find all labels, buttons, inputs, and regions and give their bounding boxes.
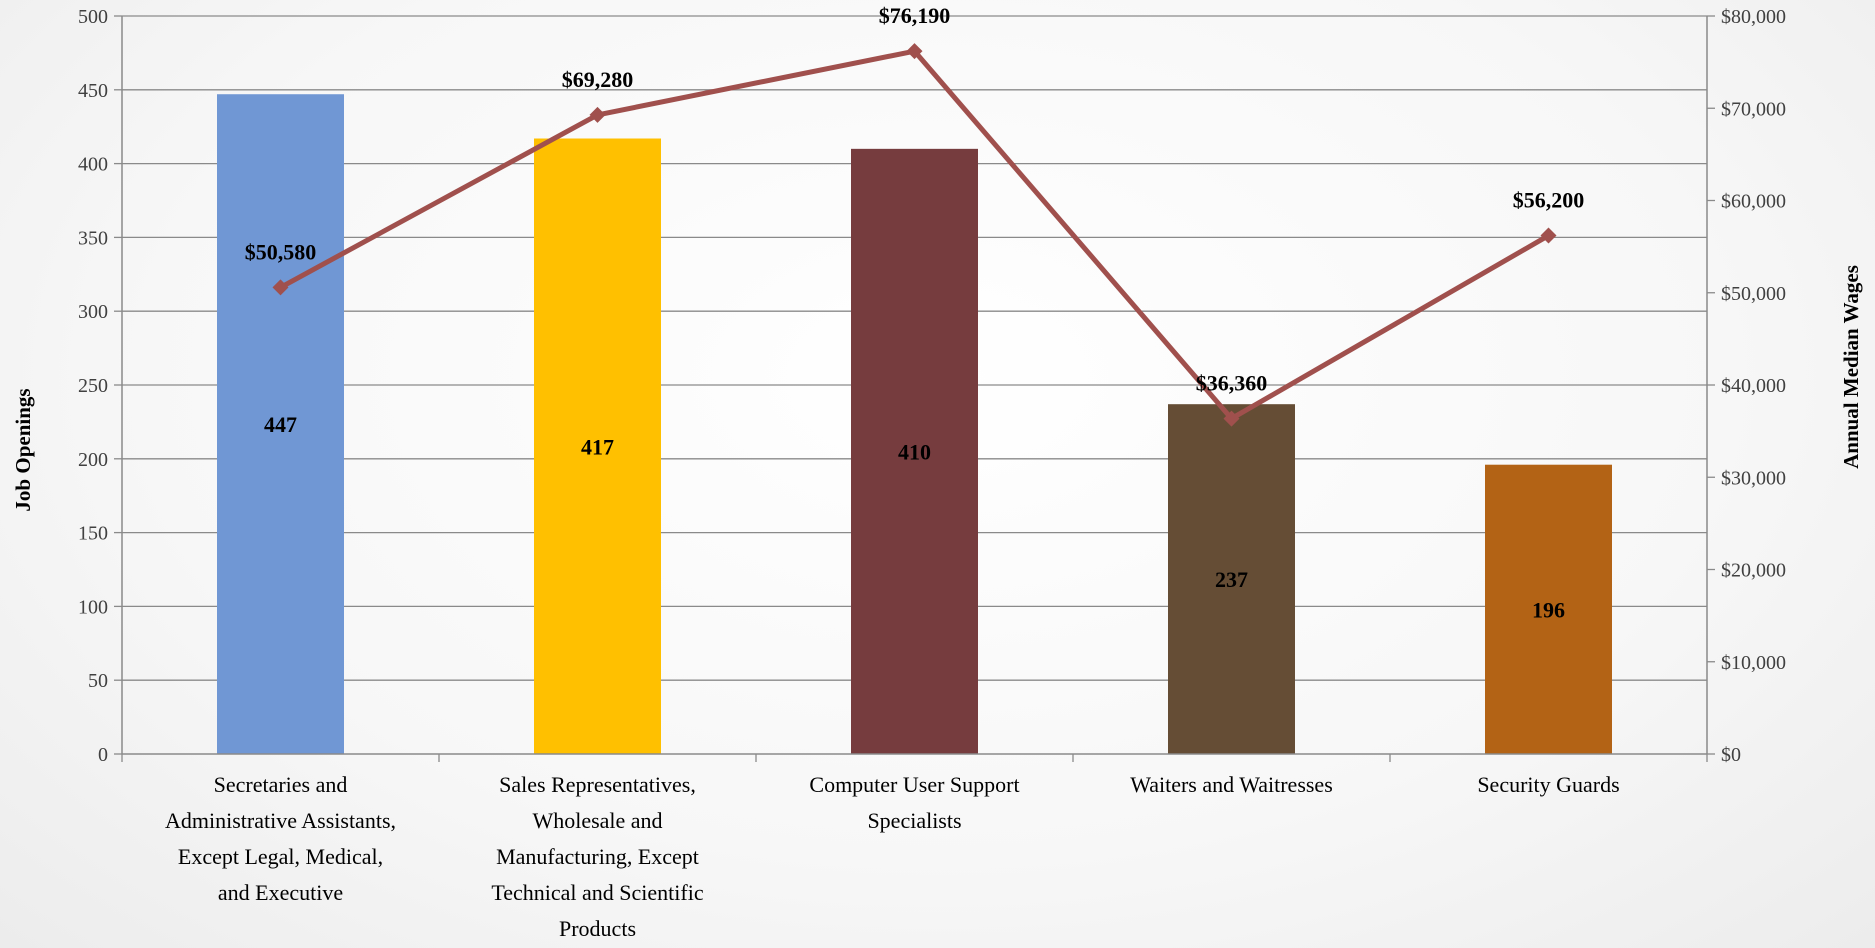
y-tick-label: 400 — [78, 154, 108, 176]
y-tick-label: 500 — [78, 6, 108, 28]
y2-tick-label: $50,000 — [1721, 283, 1786, 305]
wage-point-marker — [1223, 410, 1240, 427]
y2-tick-label: $0 — [1721, 744, 1741, 766]
y-axis-title: Job Openings — [11, 388, 35, 511]
wage-value-label: $69,280 — [562, 67, 634, 92]
y2-tick-label: $40,000 — [1721, 375, 1786, 397]
bar — [1485, 464, 1612, 754]
labels: 447 417 410 237 196 Secretaries and Administra… — [165, 3, 1620, 941]
y2-tick-label: $60,000 — [1721, 191, 1786, 213]
wage-value-label: $50,580 — [245, 239, 317, 264]
y2-tick-label: $70,000 — [1721, 98, 1786, 120]
category-label: Security Guards — [1477, 772, 1619, 797]
y-tick-label: 450 — [78, 80, 108, 102]
y-tick-label: 200 — [78, 449, 108, 471]
y-tick-label: 50 — [88, 670, 108, 692]
y-tick-label: 300 — [78, 301, 108, 323]
bar — [851, 148, 978, 755]
bar — [534, 138, 661, 754]
bar-value-label: 417 — [581, 434, 614, 459]
wage-value-label: $56,200 — [1513, 188, 1585, 213]
y2-tick-label: $10,000 — [1721, 652, 1786, 674]
y-tick-label: 250 — [78, 375, 108, 397]
category-label: Secretaries and Administrative Assistants… — [165, 772, 396, 905]
y2-tick-label: $20,000 — [1721, 560, 1786, 582]
y-tick-label: 350 — [78, 227, 108, 249]
wage-point-marker — [589, 106, 606, 123]
wage-value-label: $36,360 — [1196, 371, 1268, 396]
category-label: Computer User Support Specialists — [809, 772, 1019, 833]
bar — [217, 94, 344, 754]
axes: 0 50 100 150 200 250 300 350 400 450 500 $0 $10,000 $… — [78, 6, 1786, 766]
bar-value-label: 447 — [264, 412, 297, 437]
category-label: Sales Representatives, Wholesale and Manuf… — [491, 772, 703, 941]
bars — [217, 94, 1612, 755]
y2-tick-label: $30,000 — [1721, 467, 1786, 489]
wage-point-marker — [272, 279, 289, 296]
y-tick-label: 150 — [78, 523, 108, 545]
y2-tick-label: $80,000 — [1721, 6, 1786, 28]
category-label: Waiters and Waitresses — [1130, 772, 1333, 797]
y-tick-label: 100 — [78, 596, 108, 618]
wage-value-label: $76,190 — [879, 3, 951, 28]
wage-line — [272, 43, 1557, 427]
wage-point-marker — [1540, 227, 1557, 244]
bar — [1168, 404, 1295, 754]
bar-value-label: 410 — [898, 439, 931, 464]
y2-axis-title: Annual Median Wages — [1839, 265, 1863, 469]
wage-point-marker — [906, 43, 923, 60]
bar-value-label: 196 — [1532, 597, 1565, 622]
y-tick-label: 0 — [98, 744, 108, 766]
bar-value-label: 237 — [1215, 567, 1248, 592]
